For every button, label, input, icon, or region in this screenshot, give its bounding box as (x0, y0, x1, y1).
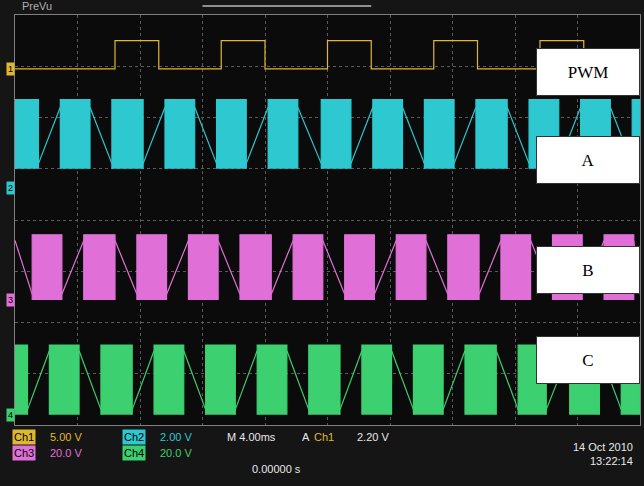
svg-text:A: A (582, 151, 595, 170)
svg-text:20.0 V: 20.0 V (160, 447, 192, 459)
svg-text:Ch2: Ch2 (124, 431, 144, 443)
svg-text:2: 2 (8, 183, 13, 193)
svg-text:Ch4: Ch4 (124, 447, 144, 459)
svg-text:PWM: PWM (568, 63, 609, 82)
svg-text:Ch1: Ch1 (314, 431, 334, 443)
svg-text:14 Oct 2010: 14 Oct 2010 (573, 441, 633, 453)
svg-text:0.00000 s: 0.00000 s (252, 463, 301, 475)
svg-text:4: 4 (8, 410, 13, 420)
svg-text:2.20 V: 2.20 V (357, 431, 389, 443)
svg-text:20.0 V: 20.0 V (50, 447, 82, 459)
svg-text:PreVu: PreVu (22, 0, 52, 12)
svg-text:Ch1: Ch1 (14, 431, 34, 443)
svg-text:2.00 V: 2.00 V (160, 431, 192, 443)
svg-text:A: A (302, 431, 310, 443)
svg-text:5.00 V: 5.00 V (50, 431, 82, 443)
svg-text:C: C (582, 351, 593, 370)
svg-text:13:22:14: 13:22:14 (590, 455, 633, 467)
svg-text:Ch3: Ch3 (14, 447, 34, 459)
svg-text:M 4.00ms: M 4.00ms (227, 431, 276, 443)
svg-text:B: B (582, 261, 593, 280)
svg-text:1: 1 (8, 64, 13, 74)
svg-text:3: 3 (8, 295, 13, 305)
